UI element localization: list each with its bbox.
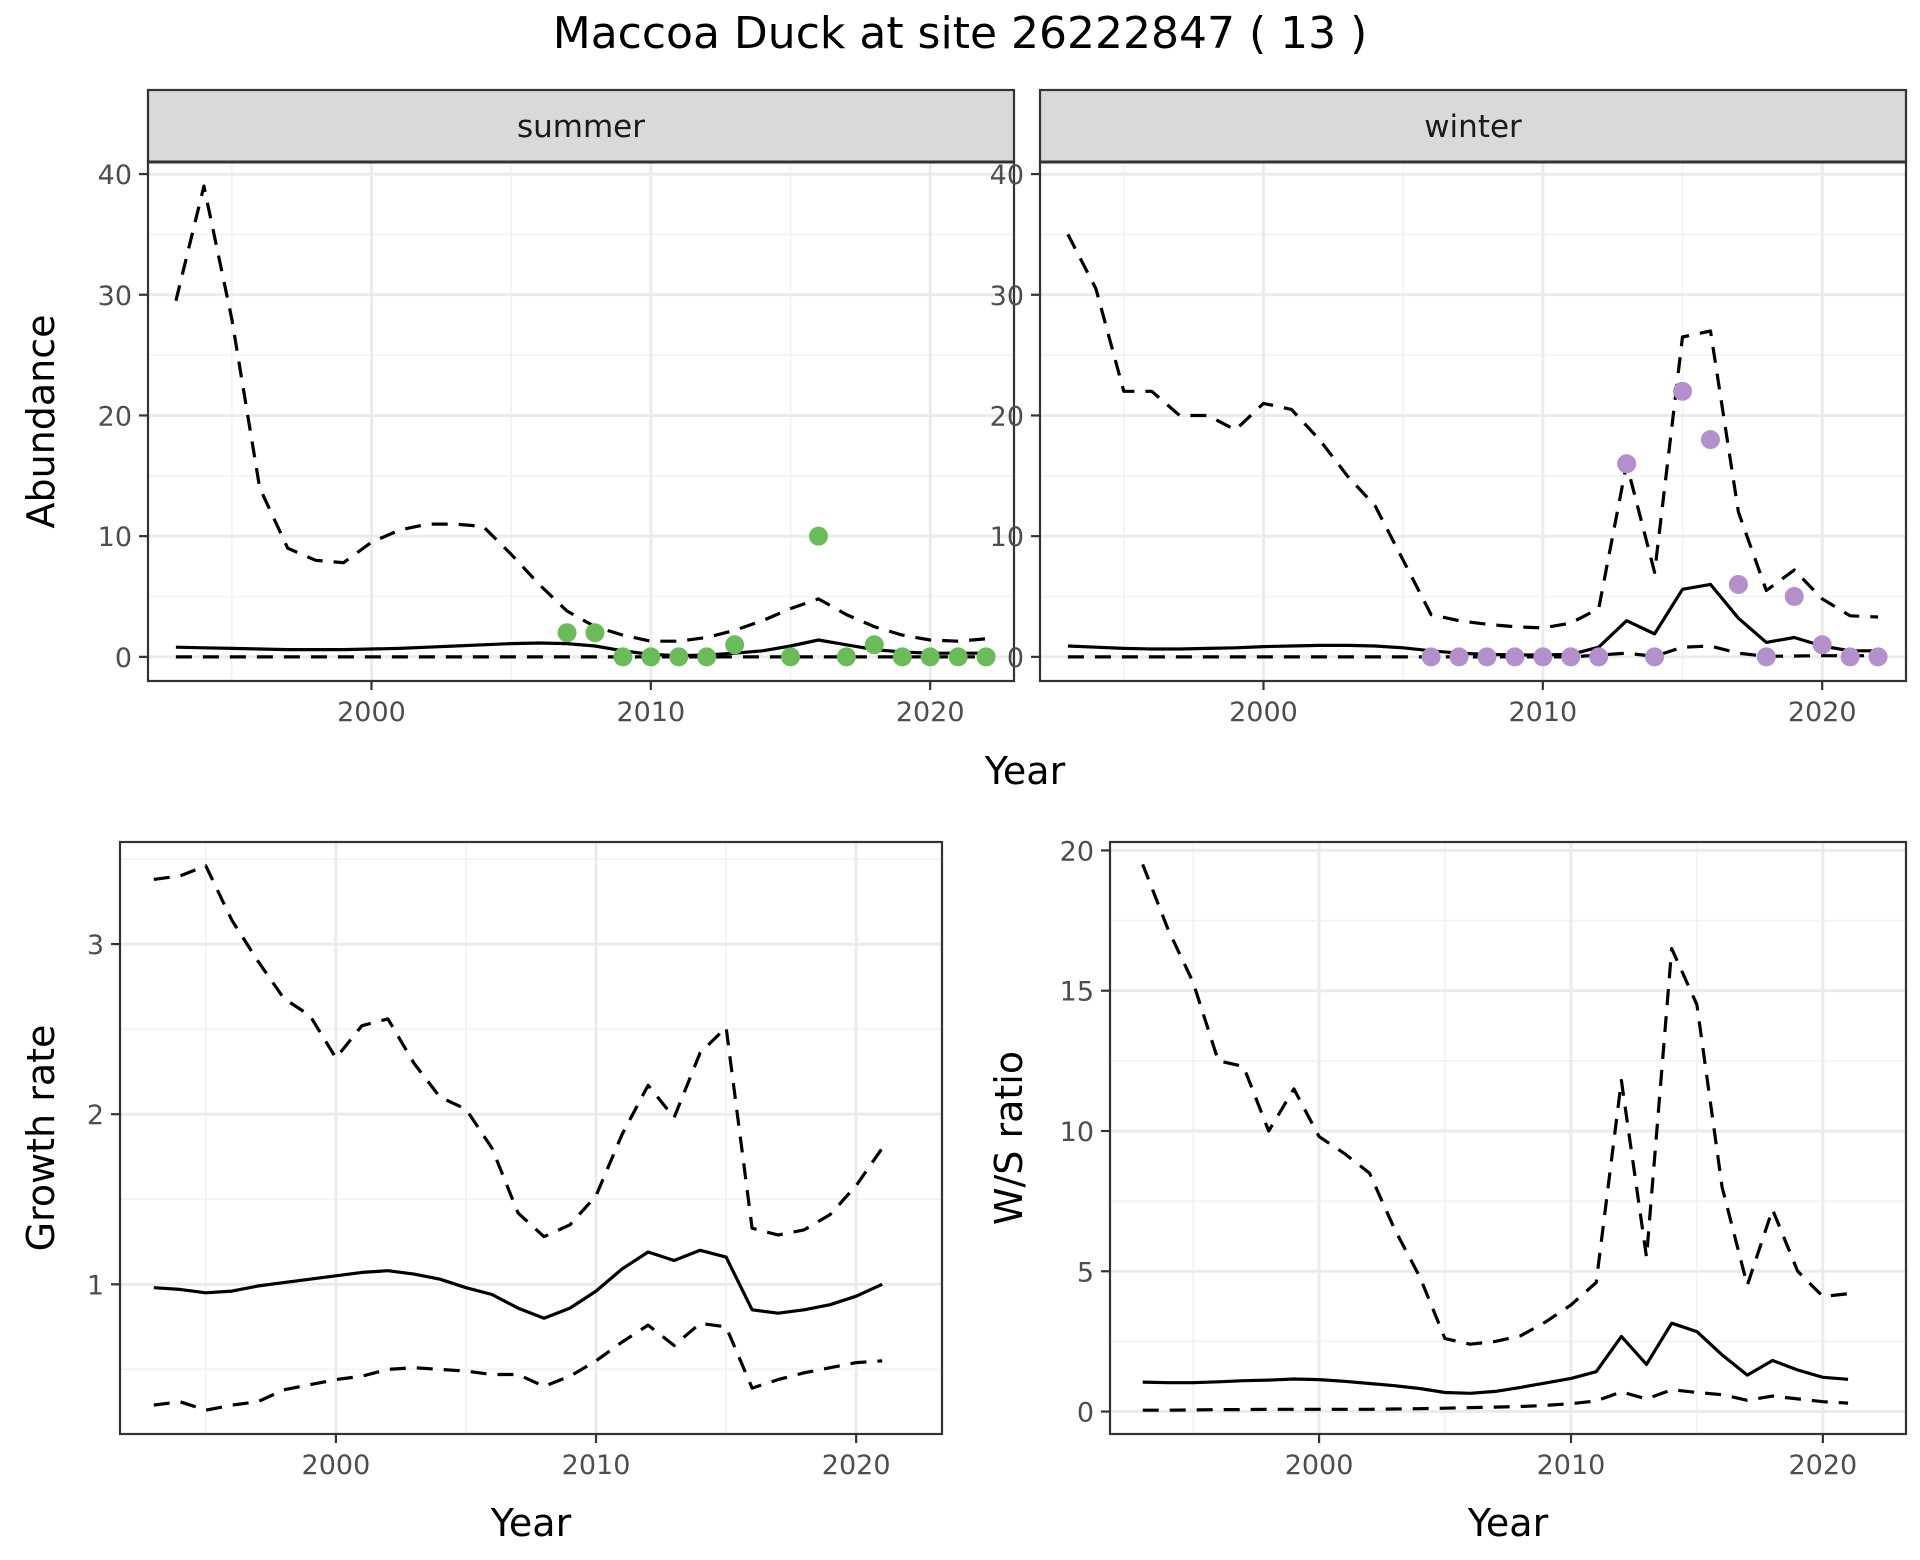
x-tick-label: 2010: [1508, 697, 1577, 728]
x-tick-label: 2000: [302, 1450, 371, 1481]
observed-point: [1477, 647, 1497, 667]
y-tick-label: 10: [1060, 1117, 1094, 1148]
x-axis-title: Year: [490, 1501, 572, 1545]
y-tick-label: 15: [1060, 977, 1094, 1008]
lower-bound-line: [1142, 1388, 1849, 1412]
y-tick-label: 0: [1077, 1398, 1094, 1429]
observed-point: [976, 647, 996, 667]
observed-point: [1533, 647, 1553, 667]
y-tick-label: 20: [990, 401, 1024, 432]
panel-abundance-winter: winter 2000 2010 2020 0 10 20 30 40: [990, 88, 1908, 728]
facet-strip-label: winter: [1424, 109, 1522, 145]
x-tick-label: 2010: [562, 1450, 631, 1481]
panel-ws-ratio: 2000 2010 2020 0 5 10 15 20 W/S ratio Year: [987, 836, 1908, 1545]
y-tick-label: 10: [990, 522, 1024, 553]
estimate-line: [1142, 1321, 1849, 1395]
plot-background: [148, 162, 1014, 681]
observed-point: [1505, 647, 1525, 667]
estimate-line: [175, 638, 987, 658]
x-tick-label: 2000: [1285, 1450, 1354, 1481]
observed-point: [920, 647, 940, 667]
upper-bound-line: [1066, 233, 1879, 630]
x-tick-label: 2020: [1789, 1450, 1858, 1481]
observed-point: [1868, 647, 1888, 667]
observed-point: [1561, 647, 1581, 667]
y-tick-label: 40: [98, 160, 132, 191]
observed-point: [1728, 574, 1748, 594]
y-tick-label: 10: [98, 522, 132, 553]
observed-point: [864, 635, 884, 655]
plot-background: [120, 842, 942, 1434]
observed-point: [613, 647, 633, 667]
y-tick-label: 0: [115, 643, 132, 674]
plot-background: [1110, 842, 1906, 1434]
observed-point: [1645, 647, 1665, 667]
y-tick-label: 30: [98, 281, 132, 312]
observed-point: [1589, 647, 1609, 667]
y-tick-label: 20: [1060, 836, 1094, 867]
facet-strip: [148, 90, 1014, 162]
y-tick-label: 0: [1007, 643, 1024, 674]
panel-growth-rate: 2000 2010 2020 1 2 3 Growth rate Year: [19, 840, 944, 1545]
observed-point: [641, 647, 661, 667]
figure-title: Maccoa Duck at site 26222847 ( 13 ): [553, 8, 1368, 59]
observed-point: [1673, 381, 1693, 401]
abundance-x-axis-title: Year: [984, 749, 1066, 793]
observed-point: [1784, 587, 1804, 607]
plot-background: [1040, 162, 1906, 681]
estimate-line: [1067, 582, 1879, 657]
y-axis-title: Growth rate: [19, 1025, 63, 1252]
panel-border: [1108, 840, 1908, 1436]
observed-point: [1812, 635, 1832, 655]
x-tick-label: 2010: [1537, 1450, 1606, 1481]
facet-strip: [1040, 90, 1906, 162]
x-tick-label: 2000: [337, 697, 406, 728]
y-tick-label: 30: [990, 281, 1024, 312]
observed-point: [697, 647, 717, 667]
y-tick-label: 20: [98, 401, 132, 432]
lower-bound-line: [153, 1321, 883, 1412]
x-tick-label: 2020: [896, 697, 965, 728]
observed-point: [725, 635, 745, 655]
x-tick-label: 2020: [822, 1450, 891, 1481]
upper-bound-line: [174, 184, 987, 643]
observed-point: [557, 623, 577, 643]
y-axis-title: Abundance: [19, 314, 63, 528]
observed-point: [1756, 647, 1776, 667]
y-tick-label: 3: [87, 930, 104, 961]
y-tick-label: 5: [1077, 1257, 1094, 1288]
observed-point: [1840, 647, 1860, 667]
x-tick-label: 2010: [616, 697, 685, 728]
upper-bound-line: [1141, 863, 1849, 1346]
y-tick-label: 40: [990, 160, 1024, 191]
x-tick-label: 2000: [1229, 697, 1298, 728]
y-tick-label: 1: [87, 1270, 104, 1301]
panel-abundance-summer: summer 2000 2010 2020 0 10 20 30 40 Abundance: [19, 88, 1016, 728]
x-axis-title: Year: [1467, 1501, 1549, 1545]
upper-bound-line: [153, 864, 884, 1239]
observed-point: [1617, 454, 1637, 474]
observed-point: [808, 526, 828, 546]
facet-strip-label: summer: [517, 109, 645, 145]
observed-point: [892, 647, 912, 667]
y-tick-label: 2: [87, 1100, 104, 1131]
y-axis-title: W/S ratio: [987, 1051, 1031, 1225]
x-tick-label: 2020: [1788, 697, 1857, 728]
observed-point: [1449, 647, 1469, 667]
observed-point: [585, 623, 605, 643]
panel-border: [118, 840, 944, 1436]
estimate-line: [153, 1248, 883, 1320]
observed-point: [836, 647, 856, 667]
observed-point: [781, 647, 801, 667]
observed-point: [1421, 647, 1441, 667]
observed-point: [948, 647, 968, 667]
observed-point: [1700, 430, 1720, 450]
observed-point: [669, 647, 689, 667]
